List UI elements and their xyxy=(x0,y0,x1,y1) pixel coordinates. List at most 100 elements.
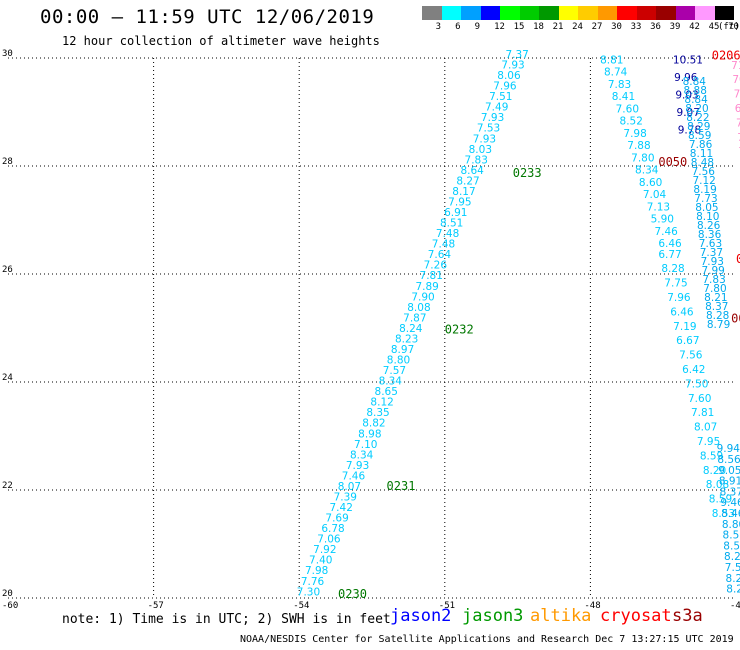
wave-height-value: 8.23 xyxy=(395,333,418,345)
time-label: 004 xyxy=(731,312,740,326)
time-label: 0233 xyxy=(513,166,542,180)
time-label: 0206 xyxy=(712,49,740,63)
wave-height-value: 8.21 xyxy=(704,292,727,304)
page-subtitle: 12 hour collection of altimeter wave hei… xyxy=(62,34,380,48)
wave-height-value: 7.80 xyxy=(631,152,654,164)
wave-height-value: 8.52 xyxy=(620,116,643,128)
wave-height-value: 65. xyxy=(735,103,740,115)
wave-height-value: 6.77 xyxy=(658,249,681,261)
wave-height-value: 7.80 xyxy=(703,283,726,295)
wave-height-value: 8.97 xyxy=(391,344,414,356)
wave-height-value: 8.64 xyxy=(460,165,484,177)
scale-swatch xyxy=(578,6,598,20)
scale-swatch xyxy=(480,6,500,20)
wave-height-value: 9.94 xyxy=(717,443,740,455)
wave-height-value: 7.73 xyxy=(694,193,717,205)
wave-height-value: 7.93 xyxy=(346,460,369,472)
wave-height-value: 8.10 xyxy=(696,211,719,223)
wave-height-value: 70.98 xyxy=(732,74,740,86)
wave-height-value: 8.25 xyxy=(726,573,740,585)
wave-height-value: 8.26 xyxy=(697,220,721,232)
wave-height-value: 7.64 xyxy=(428,249,452,261)
scale-label: 24 xyxy=(572,22,583,32)
wave-height-value: 7.92 xyxy=(313,544,336,556)
wave-height-value: 7.88 xyxy=(627,140,650,152)
wave-height-value: 7.60 xyxy=(688,393,711,405)
wave-height-value: 7.46 xyxy=(654,226,678,238)
wave-height-value: 7.46 xyxy=(342,470,366,482)
wave-height-value: 8.46 xyxy=(721,508,740,520)
wave-height-value: 8.28 xyxy=(726,584,740,596)
wave-height-value: 7.51 xyxy=(489,91,512,103)
wave-height-value: 7.83 xyxy=(702,274,725,286)
wave-height-value: 7.96 xyxy=(667,292,691,304)
scale-swatch xyxy=(500,6,520,20)
wave-height-value: 72. xyxy=(736,117,740,129)
wave-height-value: 8.27 xyxy=(724,551,740,563)
wave-height-value: 8.06 xyxy=(497,70,521,82)
wave-height-value: 8.08 xyxy=(407,302,430,314)
scale-label: 9 xyxy=(474,22,481,32)
wave-height-value: 8.53 xyxy=(712,508,735,520)
wave-height-value: 8.60 xyxy=(639,177,662,189)
wave-height-value: 8.29 xyxy=(687,121,710,133)
wave-height-value: 7.83 xyxy=(465,154,488,166)
wave-height-value: 8.28 xyxy=(706,310,729,322)
wave-height-value: 7.51 xyxy=(725,562,740,574)
wave-height-value: 7.60 xyxy=(616,103,639,115)
scale-swatch xyxy=(539,6,559,20)
color-scale-labels: 3 6 9 12 15 18 21 24 27 30 33 36 39 42 45 70 (ft) xyxy=(422,22,740,34)
wave-height-value: 8.36 xyxy=(698,229,722,241)
wave-height-value: 6.46 xyxy=(658,238,682,250)
wave-height-value: 8.37 xyxy=(705,301,728,313)
scale-label: 18 xyxy=(533,22,544,32)
track-group: 7.307.767.987.407.927.066.787.697.427.39… xyxy=(297,49,529,598)
axis-ticks: -60 -57 -54 -51 -48 -45 20 22 24 26 28 30 xyxy=(2,49,740,611)
y-tick-label: 24 xyxy=(2,373,13,383)
wave-height-value: 7.95 xyxy=(697,436,720,448)
wave-height-value: 8.37 xyxy=(720,486,740,498)
scale-swatch xyxy=(617,6,637,20)
wave-height-value: 8.98 xyxy=(358,428,381,440)
scale-label: 45 xyxy=(708,22,720,32)
scale-label: 21 xyxy=(552,22,564,32)
scale-swatch xyxy=(695,6,715,20)
scale-label: 6 xyxy=(455,22,461,32)
wave-height-value: 7.81 xyxy=(691,407,714,419)
x-tick-label: -51 xyxy=(439,601,455,611)
page-title: 00:00 – 11:59 UTC 12/06/2019 xyxy=(40,6,375,28)
wave-height-value: 9.78 xyxy=(678,125,701,137)
wave-height-value: 72.6 xyxy=(734,89,740,101)
wave-height-value: 7.95 xyxy=(448,196,471,208)
wave-height-value: 7.06 xyxy=(317,534,341,546)
satellite-legend-altika: altika xyxy=(530,606,592,626)
wave-height-value: 8.24 xyxy=(399,323,423,335)
wave-height-value: 8.34 xyxy=(350,449,374,461)
wave-height-value: 8.51 xyxy=(723,540,740,552)
wave-height-value: 8.55 xyxy=(723,530,740,542)
time-label: 020 xyxy=(736,252,740,266)
wave-height-value: 8.51 xyxy=(440,218,463,230)
wave-height-value: 7.83 xyxy=(608,79,631,91)
footer-credit: NOAA/NESDIS Center for Satellite Applica… xyxy=(240,634,734,645)
time-labels: 0230 0231 0232 0233 0206 0050 020 004 xyxy=(338,49,740,601)
wave-height-value: 7.93 xyxy=(481,112,504,124)
scale-swatch xyxy=(519,6,539,20)
wave-height-value: 5.90 xyxy=(651,214,674,226)
scale-swatch xyxy=(461,6,481,20)
time-label: 0232 xyxy=(445,322,474,336)
wave-height-value: 7.98 xyxy=(305,565,328,577)
wave-height-value: 7.89 xyxy=(415,281,438,293)
wave-height-value: 75. xyxy=(737,132,740,144)
scale-label: 30 xyxy=(611,22,622,32)
scale-label: 27 xyxy=(591,22,603,32)
wave-height-value: 7.63 xyxy=(699,238,722,250)
wave-height-value: 7.26 xyxy=(424,260,448,272)
wave-height-value: 8.07 xyxy=(338,481,361,493)
wave-height-value: 8.03 xyxy=(469,144,492,156)
wave-height-value: 9.03 xyxy=(675,90,698,102)
y-tick-label: 22 xyxy=(2,481,13,491)
wave-height-value: 7.56 xyxy=(679,350,703,362)
scale-swatch xyxy=(714,6,734,20)
wave-height-value: 7.93 xyxy=(701,256,724,268)
